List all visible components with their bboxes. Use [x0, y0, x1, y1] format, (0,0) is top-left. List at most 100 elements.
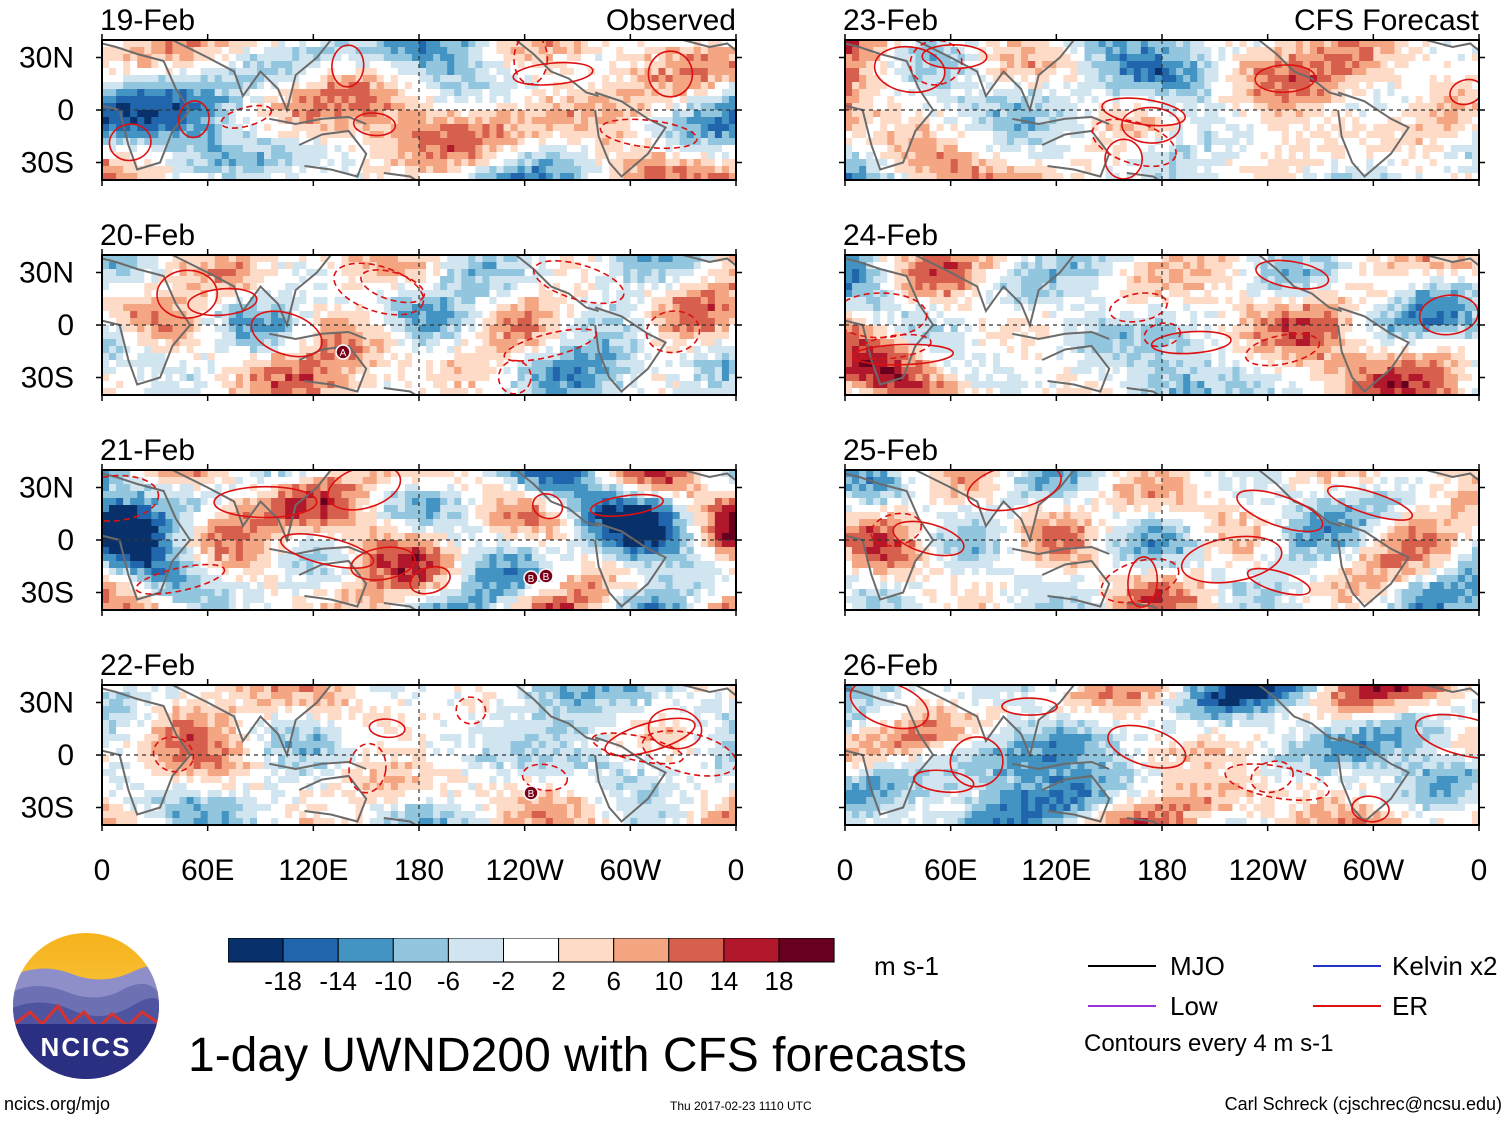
coastlines [102, 470, 736, 610]
panel-date-label: 19-Feb [100, 4, 195, 37]
colorbar-tick-label: 14 [709, 966, 738, 996]
wind-field [845, 470, 1479, 610]
panel-25-feb: 25-Feb [839, 434, 1485, 616]
panel-23-feb: 23-Feb CFS Forecast [839, 4, 1485, 186]
chart-title: 1-day UWND200 with CFS forecasts [188, 1029, 967, 1082]
colorbar-bin [723, 938, 780, 963]
footer-credit: Carl Schreck (cjschrec@ncsu.edu) [1224, 1094, 1502, 1114]
lat-tick-label: 30N [19, 42, 74, 75]
disturbance-marker: A [335, 344, 351, 360]
lat-tick-label: 30N [19, 472, 74, 505]
panel-date-label: 24-Feb [843, 219, 938, 252]
colorbar-bin [392, 938, 449, 963]
er-contours [845, 259, 1479, 367]
lat-tick-label: 30N [19, 257, 74, 290]
coastlines [102, 685, 736, 825]
lon-tick-label: 120E [1021, 854, 1091, 887]
lon-tick-label: 0 [728, 854, 745, 887]
disturbance-marker: B [523, 785, 539, 801]
lat-tick-label: 30S [21, 792, 74, 825]
colorbar: -18 -14 -10 -6 -2 2 6 10 14 18 [228, 938, 835, 996]
panel-26-feb: 26-Feb [839, 649, 1485, 831]
disturbance-marker: B [523, 570, 539, 586]
marker-label: A [340, 348, 347, 359]
lon-tick-label: 60E [924, 854, 977, 887]
panel-20-feb: 30N 0 30S 20-Feb [19, 219, 742, 401]
lat-tick-label: 30N [19, 687, 74, 720]
colorbar-tick-label: 6 [606, 966, 620, 996]
lon-tick-label: 60W [599, 854, 661, 887]
lon-tick-label: 60E [181, 854, 234, 887]
panel-21-feb: 30N 0 30S 21-Feb [19, 434, 742, 616]
ncics-logo: NCICS [13, 933, 159, 1079]
lat-tick-label: 30S [21, 147, 74, 180]
lon-tick-label: 60W [1342, 854, 1404, 887]
er-contours [849, 685, 1479, 823]
legend-kelvin: Kelvin x2 [1392, 951, 1498, 981]
wind-field [102, 40, 736, 180]
panel-24-feb: 24-Feb [839, 219, 1485, 401]
wind-field [845, 685, 1479, 825]
contour-interval-note: Contours every 4 m s-1 [1084, 1030, 1334, 1057]
lon-tick-label: 0 [837, 854, 854, 887]
wind-field [102, 470, 736, 610]
colorbar-tick-label: 10 [654, 966, 683, 996]
units-label: m s-1 [874, 951, 939, 981]
forecast-label: CFS Forecast [1294, 4, 1480, 37]
colorbar-tick-label: -6 [437, 966, 460, 996]
wind-field [102, 255, 736, 395]
lat-tick-label: 0 [57, 739, 74, 772]
lat-tick-label: 0 [57, 94, 74, 127]
legend-line-kelvin [1313, 965, 1381, 967]
observed-label: Observed [606, 4, 736, 37]
footer-timestamp: Thu 2017-02-23 1110 UTC [670, 1099, 812, 1113]
coastlines [845, 40, 1479, 180]
lat-tick-label: 30S [21, 577, 74, 610]
lon-tick-label: 0 [1471, 854, 1488, 887]
panel-date-label: 22-Feb [100, 649, 195, 682]
wind-field [102, 685, 736, 825]
colorbar-bin [668, 938, 725, 963]
panel-date-label: 26-Feb [843, 649, 938, 682]
lon-tick-label: 120W [485, 854, 564, 887]
panel-date-label: 21-Feb [100, 434, 195, 467]
footer-url[interactable]: ncics.org/mjo [4, 1094, 111, 1114]
legend-line-mjo [1088, 965, 1156, 967]
colorbar-bin [613, 938, 670, 963]
colorbar-bin [228, 938, 284, 963]
colorbar-tick-label: -2 [492, 966, 515, 996]
coastlines [102, 255, 736, 395]
colorbar-bin [337, 938, 394, 963]
er-contours [870, 470, 1414, 608]
colorbar-bin [503, 938, 560, 963]
logo-text: NCICS [41, 1032, 132, 1062]
colorbar-bin [778, 938, 835, 963]
panel-19-feb: 30N 0 30S 19-Feb Observed [19, 4, 742, 186]
panel-date-label: 20-Feb [100, 219, 195, 252]
colorbar-tick-label: -10 [375, 966, 413, 996]
marker-label: B [543, 572, 550, 583]
lon-tick-label: 180 [1137, 854, 1187, 887]
legend-line-er [1313, 1005, 1381, 1007]
lat-tick-label: 0 [57, 309, 74, 342]
lon-tick-label: 180 [394, 854, 444, 887]
legend-mjo: MJO [1170, 951, 1225, 981]
colorbar-tick-label: 2 [551, 966, 565, 996]
colorbar-tick-label: -14 [319, 966, 357, 996]
panel-date-label: 23-Feb [843, 4, 938, 37]
lon-tick-label: 120W [1228, 854, 1307, 887]
lat-tick-label: 30S [21, 362, 74, 395]
lon-tick-label: 0 [94, 854, 111, 887]
marker-label: B [528, 574, 535, 585]
marker-label: B [528, 789, 535, 800]
wind-field [845, 40, 1479, 180]
panel-date-label: 25-Feb [843, 434, 938, 467]
er-contours [156, 260, 701, 395]
coastlines [845, 255, 1479, 395]
wind-field [845, 255, 1479, 395]
lon-tick-label: 120E [278, 854, 348, 887]
colorbar-bin [558, 938, 615, 963]
lat-tick-label: 0 [57, 524, 74, 557]
legend-low: Low [1170, 991, 1218, 1021]
